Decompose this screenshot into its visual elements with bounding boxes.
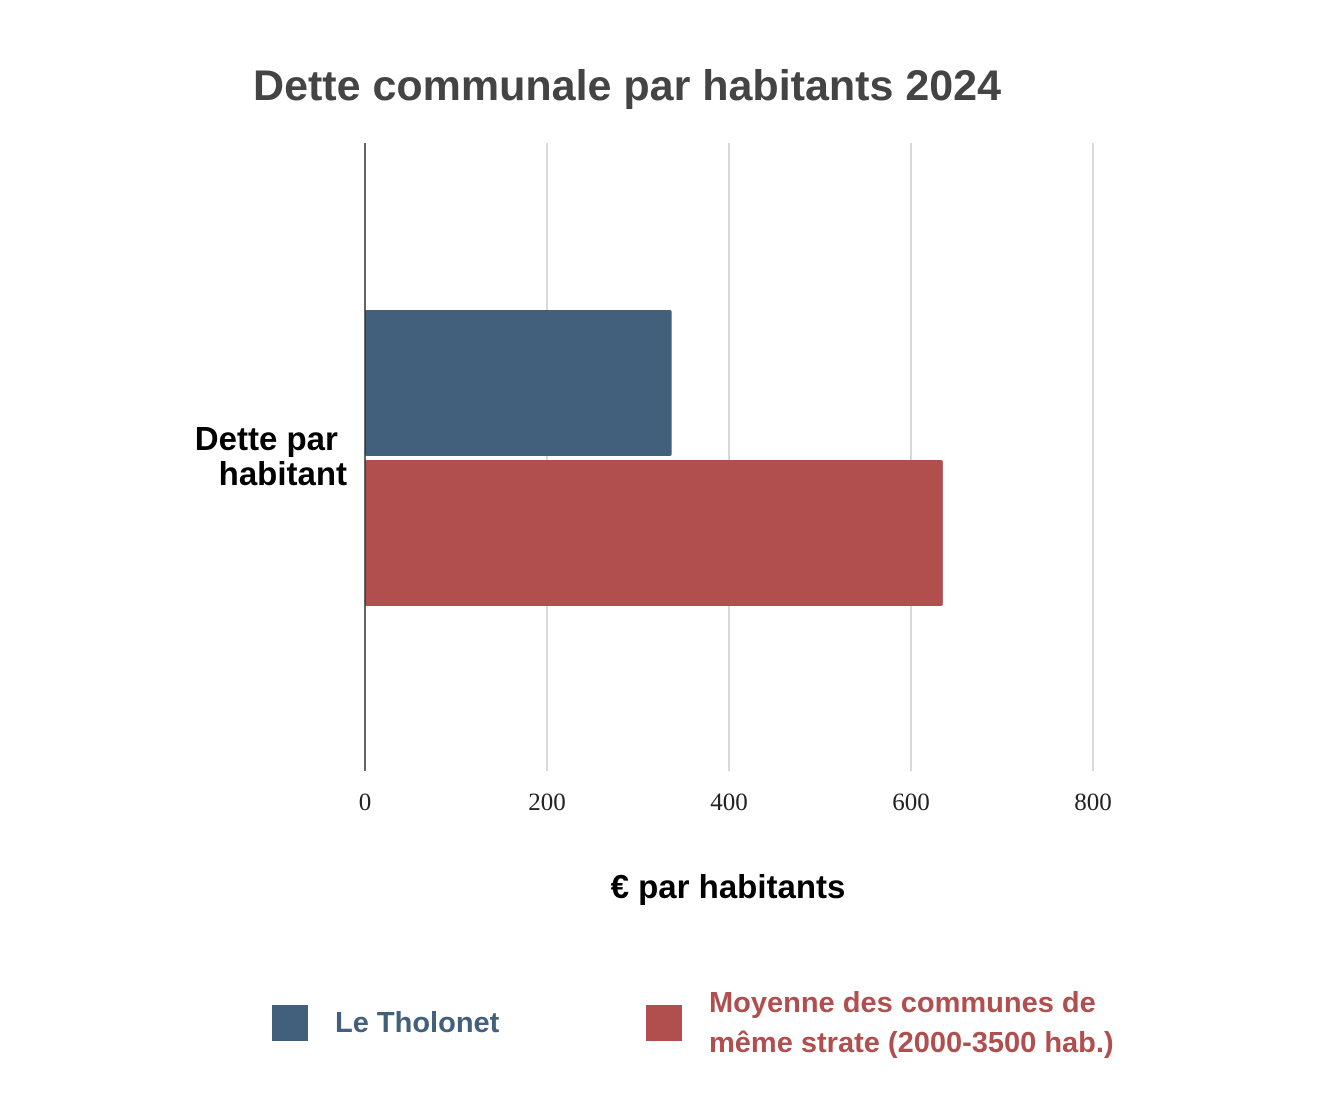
bars-layer — [365, 310, 943, 606]
legend-label-moyenne-line-1: Moyenne des communes de — [709, 987, 1096, 1019]
legend-swatch-le-tholonet — [272, 1005, 308, 1041]
category-label-line-1: Dette par — [195, 420, 338, 457]
x-tick-label-600: 600 — [892, 789, 930, 816]
legend-item-moyenne: Moyenne des communes de même strate (200… — [646, 983, 1114, 1063]
grid-layer — [546, 143, 1094, 771]
legend-item-le-tholonet: Le Tholonet — [272, 1003, 499, 1043]
x-tick-label-200: 200 — [528, 789, 566, 816]
legend-label-moyenne: Moyenne des communes de même strate (200… — [709, 983, 1114, 1063]
category-label: Dette par habitant — [195, 420, 347, 492]
legend-label-le-tholonet: Le Tholonet — [335, 1007, 500, 1039]
x-tick-label-0: 0 — [359, 789, 372, 816]
x-axis-title: € par habitants — [611, 868, 846, 905]
category-label-line-2: habitant — [219, 455, 347, 492]
bar-le-tholonet — [365, 310, 672, 456]
bar-moyenne-strate — [365, 460, 943, 606]
legend-label-moyenne-line-2: même strate (2000-3500 hab.) — [709, 1027, 1114, 1059]
x-tick-label-800: 800 — [1074, 789, 1112, 816]
x-tick-label-400: 400 — [710, 789, 748, 816]
chart-title: Dette communale par habitants 2024 — [253, 62, 1001, 110]
legend-swatch-moyenne — [646, 1005, 682, 1041]
x-tick-labels: 0 200 400 600 800 — [359, 789, 1112, 816]
